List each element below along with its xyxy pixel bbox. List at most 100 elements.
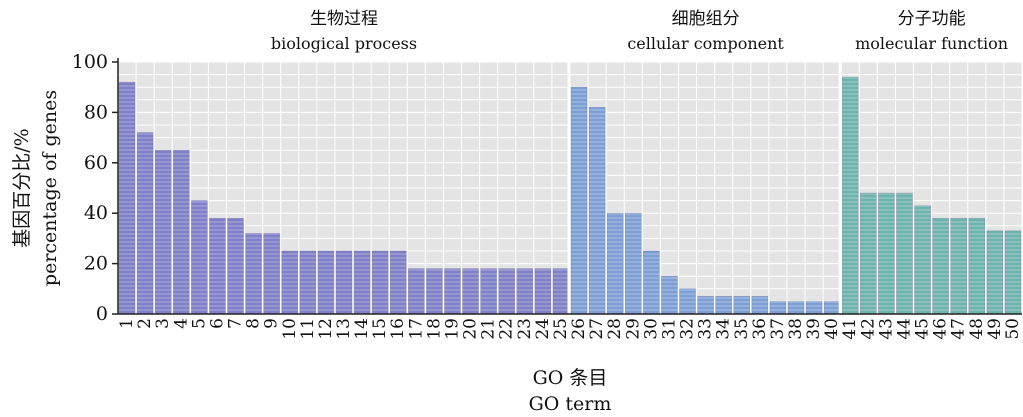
x-tick-label-27: 27 [587,318,607,340]
x-tick-label-17: 17 [406,318,426,340]
y-tick-label-20: 20 [84,253,108,275]
x-tick-label-12: 12 [316,318,336,340]
group-label-cn-1: 生物过程 [310,9,378,29]
bar-texture-12 [317,251,334,314]
bars [118,76,1022,315]
x-tick-label-4: 4 [171,318,191,329]
x-tick-label-50: 50 [1003,318,1023,340]
bar-texture-27 [589,107,606,314]
bar-texture-18 [426,268,443,314]
x-tick-label-18: 18 [424,318,444,340]
bar-texture-45 [914,205,931,314]
x-tick-label-44: 44 [894,318,914,340]
x-tick-label-43: 43 [876,318,896,340]
x-tick-label-21: 21 [479,318,499,340]
y-axis-label-cn: 基因百分比/% [11,128,33,247]
x-tick-label-35: 35 [732,318,752,340]
axes [117,58,1022,315]
bar-texture-16 [390,251,407,314]
bar-texture-1 [119,82,135,314]
bar-texture-37 [769,301,786,314]
x-tick-label-39: 39 [804,318,824,340]
x-tick-label-7: 7 [226,318,246,329]
bar-texture-11 [299,251,316,314]
x-tick-label-8: 8 [244,318,264,329]
x-tick-label-32: 32 [678,318,698,340]
bar-texture-19 [444,268,461,314]
bar-texture-3 [155,150,172,314]
bar-texture-29 [625,213,642,314]
bar-texture-34 [715,296,732,314]
bar-texture-43 [878,193,895,314]
group-label-en-2: cellular component [627,34,784,53]
x-tick-label-14: 14 [352,318,372,340]
x-tick-label-9: 9 [262,318,282,329]
x-axis-label-en: GO term [529,393,612,415]
group-labels: 生物过程 biological process 细胞组分 cellular compo… [271,9,1008,53]
x-tick-label-42: 42 [858,318,878,340]
x-axis-label-cn: GO 条目 [533,367,608,389]
x-tick-label-3: 3 [153,318,173,329]
bar-texture-28 [607,213,624,314]
x-tick-label-24: 24 [533,318,553,340]
bar-texture-39 [806,301,823,314]
group-label-cn-2: 细胞组分 [672,9,740,29]
x-tick-label-6: 6 [207,318,227,329]
x-tick-label-16: 16 [388,318,408,340]
y-tick-label-100: 100 [72,51,108,73]
bar-texture-8 [245,233,262,314]
bar-texture-44 [896,193,913,314]
x-tick-label-11: 11 [298,318,318,340]
bar-texture-25 [553,268,569,314]
bar-texture-33 [697,296,714,314]
x-tick-label-13: 13 [334,318,354,340]
bar-texture-4 [173,150,190,314]
x-tick-labels: 1234567891011121314151617181920212223242… [117,318,1023,340]
bar-texture-2 [137,132,154,314]
bar-texture-46 [932,218,949,314]
y-axis-label-en: percentage of genes [39,90,61,286]
x-tick-label-1: 1 [117,318,137,329]
x-tick-label-48: 48 [967,318,987,340]
y-tick-label-60: 60 [84,152,108,174]
x-tick-label-30: 30 [641,318,661,340]
x-tick-label-45: 45 [913,318,933,340]
bar-texture-23 [516,268,533,314]
bar-texture-35 [733,296,750,314]
bar-texture-5 [191,200,208,314]
bar-texture-9 [263,233,280,314]
bar-texture-13 [336,251,352,314]
x-tick-label-37: 37 [768,318,788,340]
bar-texture-31 [661,276,678,314]
bar-texture-47 [950,218,967,314]
bar-texture-42 [860,193,877,314]
group-label-en-3: molecular function [855,34,1008,53]
bar-texture-22 [498,268,515,314]
x-tick-label-15: 15 [370,318,390,340]
bar-texture-10 [281,251,298,314]
x-tick-label-36: 36 [750,318,770,340]
y-tick-label-0: 0 [96,303,108,325]
x-tick-label-29: 29 [623,318,643,340]
bar-texture-21 [480,268,497,314]
x-tick-label-28: 28 [605,318,625,340]
group-label-en-1: biological process [271,34,417,53]
bar-texture-41 [842,77,859,315]
x-tick-label-41: 41 [840,318,860,340]
x-tick-label-31: 31 [659,318,679,340]
y-tick-labels: 0 20 40 60 80 100 [72,51,118,325]
bar-texture-40 [824,301,841,314]
bar-texture-24 [534,268,551,314]
bar-texture-38 [788,301,804,314]
bar-texture-49 [986,230,1003,314]
x-tick-label-5: 5 [189,318,209,329]
x-tick-label-25: 25 [551,318,571,340]
y-tick-label-40: 40 [84,202,108,224]
x-tick-label-19: 19 [442,318,462,340]
bar-texture-17 [408,268,425,314]
x-tick-label-20: 20 [461,318,481,340]
bar-texture-6 [209,218,226,314]
bar-texture-20 [462,268,479,314]
group-separators [567,62,842,314]
x-tick-label-22: 22 [497,318,517,340]
